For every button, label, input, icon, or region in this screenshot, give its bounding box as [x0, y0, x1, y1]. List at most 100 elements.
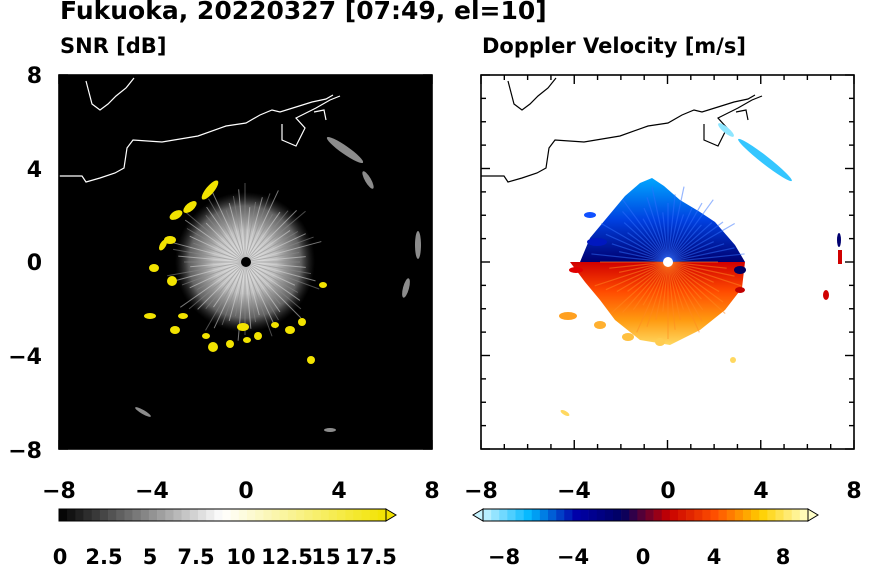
- snr-x-tick-labels: −8 −4 0 4 8: [42, 479, 440, 504]
- colorbar-swatch: [181, 509, 191, 521]
- colorbar-swatch: [91, 509, 101, 521]
- snr-coastline: [59, 77, 341, 183]
- snr-streak: [244, 261, 320, 290]
- snr-streak: [244, 241, 322, 263]
- doppler-plot-area: [480, 74, 855, 450]
- colorbar-swatch: [734, 509, 744, 521]
- snr-cbar-label: 0: [53, 545, 68, 569]
- doppler-streak: [667, 194, 676, 263]
- colorbar-swatch: [222, 509, 231, 521]
- colorbar-swatch: [686, 509, 695, 521]
- doppler-streak: [667, 247, 735, 263]
- doppler-coastline: [481, 77, 763, 183]
- doppler-x-tick-labels: −8 −4 0 4 8: [464, 479, 862, 504]
- snr-streak: [205, 214, 246, 263]
- snr-cbar-label: 2.5: [85, 545, 122, 569]
- colorbar-swatch: [336, 509, 346, 521]
- snr-streak: [225, 210, 246, 263]
- doppler-streak: [667, 261, 720, 293]
- snr-streak: [244, 231, 299, 263]
- snr-streak: [205, 261, 246, 331]
- doppler-streak: [667, 261, 727, 269]
- doppler-streak: [605, 261, 669, 291]
- colorbar-swatch: [287, 509, 297, 521]
- colorbar-swatch: [799, 509, 809, 521]
- snr-streak: [244, 261, 302, 310]
- snr-streak: [244, 261, 281, 305]
- doppler-streak: [622, 211, 669, 263]
- doppler-streak: [646, 261, 669, 327]
- snr-streak: [244, 233, 306, 263]
- colorbar-swatch: [588, 509, 598, 521]
- doppler-x-tick: −4: [557, 479, 591, 504]
- snr-streak: [197, 261, 246, 310]
- snr-streak: [208, 198, 246, 263]
- snr-streak: [186, 228, 246, 263]
- colorbar-swatch: [783, 509, 793, 521]
- snr-cbar-label: 10: [226, 545, 255, 569]
- doppler-outer-echoes: [559, 212, 746, 363]
- doppler-streak: [667, 261, 681, 320]
- snr-x-tick: 4: [331, 479, 346, 504]
- snr-x-tick: −8: [42, 479, 76, 504]
- doppler-cbar-label: −8: [488, 545, 520, 569]
- colorbar-swatch: [67, 509, 76, 521]
- doppler-streak: [609, 261, 669, 269]
- colorbar-swatch: [165, 509, 174, 521]
- snr-cbar-label: 15: [311, 545, 340, 569]
- doppler-streak: [616, 261, 669, 293]
- snr-streak: [228, 261, 246, 322]
- colorbar-swatch: [377, 509, 387, 521]
- doppler-streak: [651, 186, 669, 263]
- colorbar-swatch: [548, 509, 557, 521]
- doppler-streak: [667, 222, 713, 263]
- doppler-streak: [667, 261, 703, 322]
- snr-streak: [244, 190, 279, 263]
- colorbar-swatch: [157, 509, 166, 521]
- doppler-streak: [667, 253, 745, 263]
- doppler-cbar-label: −4: [557, 545, 589, 569]
- snr-streak: [244, 251, 300, 263]
- snr-streak: [167, 261, 246, 277]
- snr-streak: [244, 261, 277, 329]
- snr-streak: [181, 261, 246, 286]
- doppler-streak: [601, 222, 669, 263]
- doppler-cbar-label: 0: [636, 545, 651, 569]
- snr-streak: [228, 202, 246, 263]
- colorbar-swatch: [132, 509, 142, 521]
- colorbar-extend-max: [385, 508, 397, 522]
- snr-streak: [244, 261, 301, 301]
- snr-streak: [205, 261, 246, 310]
- doppler-streak: [667, 202, 703, 263]
- snr-streak: [174, 261, 246, 282]
- snr-streak: [244, 261, 299, 293]
- colorbar-swatch: [556, 509, 565, 521]
- colorbar-swatch: [312, 509, 321, 521]
- snr-x-tick: −4: [135, 479, 169, 504]
- doppler-streak: [667, 214, 685, 263]
- snr-streak: [178, 255, 246, 263]
- doppler-streak: [667, 199, 714, 263]
- snr-streak: [168, 241, 246, 263]
- doppler-radial-streaks: [591, 186, 745, 339]
- doppler-streak: [655, 261, 669, 320]
- colorbar-swatch: [669, 509, 679, 521]
- colorbar-swatch: [59, 509, 68, 521]
- snr-streak: [189, 261, 246, 289]
- colorbar-swatch: [140, 509, 150, 521]
- snr-strong-returns: [144, 180, 327, 364]
- snr-cbar-label: 7.5: [177, 545, 214, 569]
- colorbar-extend-max: [807, 508, 819, 522]
- snr-x-tick: 0: [238, 479, 253, 504]
- colorbar-swatch: [263, 509, 272, 521]
- snr-y-tick: −8: [8, 439, 42, 464]
- snr-cbar-label: 5: [143, 545, 158, 569]
- doppler-panel-title: Doppler Velocity [m/s]: [482, 34, 746, 58]
- snr-streak: [206, 206, 246, 263]
- doppler-streak: [642, 261, 669, 306]
- colorbar-swatch: [507, 509, 516, 521]
- doppler-streak: [622, 261, 669, 313]
- colorbar-swatch: [596, 509, 606, 521]
- colorbar-swatch: [483, 509, 492, 521]
- colorbar-swatch: [255, 509, 264, 521]
